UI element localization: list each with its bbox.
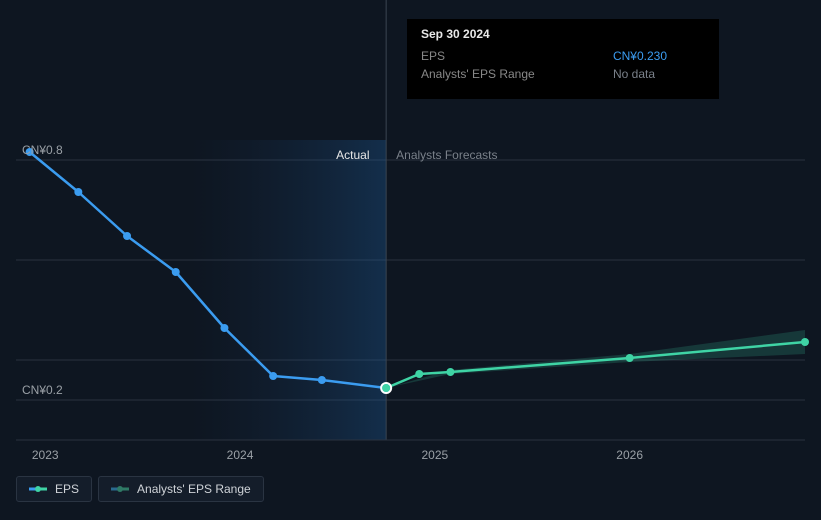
x-axis-label: 2025 bbox=[421, 448, 448, 462]
tooltip-row-label: EPS bbox=[421, 47, 593, 65]
legend-item-range[interactable]: Analysts' EPS Range bbox=[98, 476, 264, 502]
tooltip-row-value: CN¥0.230 bbox=[593, 47, 705, 65]
region-label-actual: Actual bbox=[336, 148, 369, 162]
legend-swatch-icon bbox=[29, 485, 47, 493]
legend-item-label: Analysts' EPS Range bbox=[137, 482, 251, 496]
legend-swatch-icon bbox=[111, 485, 129, 493]
x-axis-label: 2026 bbox=[616, 448, 643, 462]
x-axis-label: 2023 bbox=[32, 448, 59, 462]
chart-legend: EPS Analysts' EPS Range bbox=[16, 476, 264, 502]
chart-tooltip: Sep 30 2024 EPS CN¥0.230 Analysts' EPS R… bbox=[407, 19, 719, 99]
y-axis-label: CN¥0.8 bbox=[22, 143, 63, 157]
y-axis-label: CN¥0.2 bbox=[22, 383, 63, 397]
legend-item-eps[interactable]: EPS bbox=[16, 476, 92, 502]
tooltip-row-label: Analysts' EPS Range bbox=[421, 65, 593, 83]
x-axis-label: 2024 bbox=[227, 448, 254, 462]
region-label-forecast: Analysts Forecasts bbox=[396, 148, 497, 162]
eps-chart: CN¥0.8 CN¥0.2 2023 2024 2025 2026 Actual Ana… bbox=[0, 0, 821, 520]
tooltip-row-value: No data bbox=[593, 65, 705, 83]
legend-item-label: EPS bbox=[55, 482, 79, 496]
tooltip-date: Sep 30 2024 bbox=[421, 27, 705, 41]
